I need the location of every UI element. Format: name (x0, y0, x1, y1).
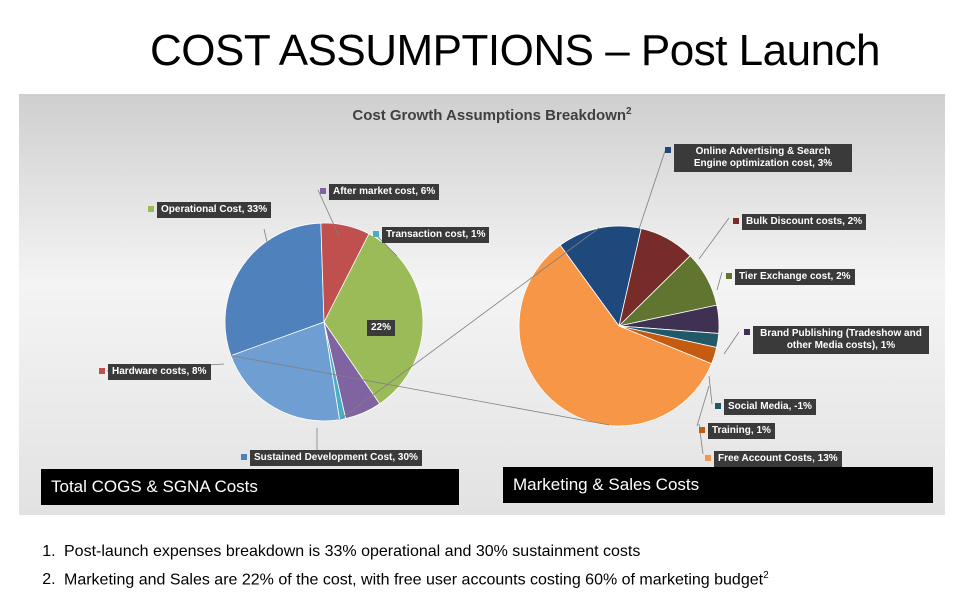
chart-panel: Cost Growth Assumptions Breakdown2 Opera… (19, 94, 945, 515)
left-pie-caption: Total COGS & SGNA Costs (41, 469, 459, 505)
pie-slice-free-account-costs-13 (518, 244, 713, 427)
leader-line (317, 189, 340, 237)
note-item: Marketing and Sales are 22% of the cost,… (60, 564, 769, 592)
label-tier-exchange: Tier Exchange cost, 2% (726, 269, 855, 285)
leader-line (716, 271, 723, 291)
connector-line-bottom (230, 355, 610, 426)
pie-slice-sustained-development-cost-30 (224, 222, 325, 357)
leader-line (708, 375, 713, 405)
leader-line (638, 150, 666, 230)
pie-slice-hardware-costs-8 (320, 222, 370, 323)
label-after-market-cost: After market cost, 6% (320, 184, 440, 200)
label-hardware-costs: Hardware costs, 8% (99, 364, 211, 380)
label-social-media: Social Media, -1% (715, 399, 816, 415)
pie-chart-svg (106, 150, 740, 455)
chart-title: Cost Growth Assumptions Breakdown2 (19, 106, 961, 124)
label-free-account-costs: Free Account Costs, 13% (705, 451, 842, 467)
label-bulk-discount: Bulk Discount costs, 2% (733, 214, 867, 230)
leader-line (698, 217, 730, 260)
leader-line (723, 331, 740, 355)
label-online-advertising: Online Advertising & Search Engine optim… (665, 144, 852, 172)
right-pie-caption: Marketing & Sales Costs (503, 467, 933, 503)
note-item: Post-launch expenses breakdown is 33% op… (60, 540, 769, 564)
chart-title-text: Cost Growth Assumptions Breakdown (352, 107, 627, 124)
connector-line-top (339, 227, 600, 421)
label-brand-publishing: Brand Publishing (Tradeshow and other Me… (744, 326, 929, 354)
notes-list: Post-launch expenses breakdown is 33% op… (20, 540, 769, 592)
leader-line (696, 385, 710, 427)
label-transaction-cost: Transaction cost, 1% (373, 227, 490, 243)
page-title: COST ASSUMPTIONS – Post Launch (149, 26, 881, 75)
label-training: Training, 1% (699, 423, 775, 439)
label-operational-cost: Operational Cost, 33% (148, 202, 272, 218)
leader-line (263, 228, 268, 243)
label-marketing-share: 22% (367, 320, 396, 336)
pie-slice-22 (230, 321, 340, 422)
chart-title-superscript: 2 (626, 106, 632, 117)
label-sustained-development-cost: Sustained Development Cost, 30% (241, 450, 422, 466)
